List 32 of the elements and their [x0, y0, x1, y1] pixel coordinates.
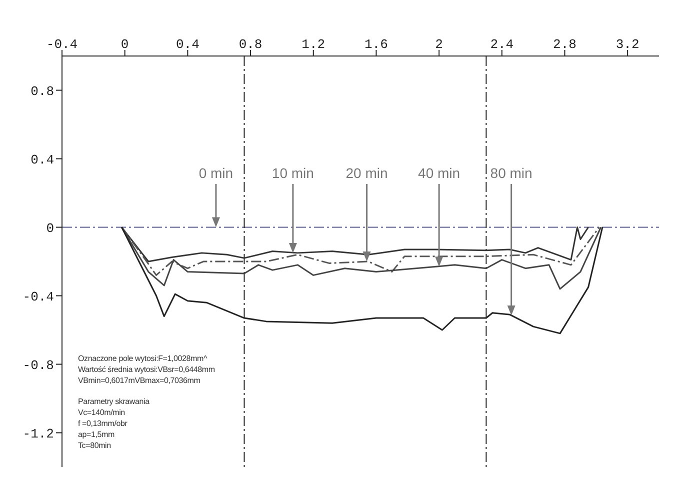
x-tick-label: -0.4	[46, 37, 78, 52]
y-tick-label: -1.2	[22, 426, 54, 442]
annotation: VBmin=0,6017mVBmax=0,7036mm	[78, 375, 202, 386]
y-tick-label: -0.4	[22, 289, 54, 304]
x-tick-label: 0.4	[176, 37, 200, 52]
x-tick-label: 1.2	[302, 37, 326, 52]
annotation: 20 min	[346, 165, 388, 181]
x-tick-label: 0	[120, 37, 129, 52]
line-series	[120, 226, 602, 290]
annotation: 10 min	[272, 165, 314, 181]
annotation: f =0,13mm/obr	[78, 418, 128, 429]
annotation: 40 min	[418, 165, 460, 181]
annotation: 80 min	[490, 165, 532, 181]
annotation: Tc=80min	[78, 440, 112, 451]
line-series	[120, 226, 600, 276]
y-tick-label: 0.8	[30, 84, 54, 99]
y-tick-label: 0	[46, 220, 54, 236]
x-tick-label: 1.6	[364, 37, 388, 52]
line-series	[120, 226, 590, 262]
x-tick-label: 2.4	[490, 37, 514, 52]
annotation: Wartość średnia wytosi:VBsr=0,6448mm	[78, 364, 215, 375]
y-tick-label: -0.8	[22, 358, 54, 373]
annotation: Oznaczone pole wytosi:F=1,0028mm^	[78, 353, 208, 364]
x-tick-label: 2	[435, 37, 443, 52]
annotation: ap=1,5mm	[78, 429, 116, 440]
annotation: 0 min	[198, 165, 234, 181]
x-tick-label: 3.2	[616, 37, 640, 52]
x-tick-label: 0.8	[238, 37, 262, 52]
annotation: Parametry skrawania	[78, 396, 150, 407]
x-tick-label: 2.8	[553, 37, 576, 52]
y-tick-label: 0.4	[30, 152, 54, 168]
annotation: Vc=140m/min	[78, 407, 126, 418]
